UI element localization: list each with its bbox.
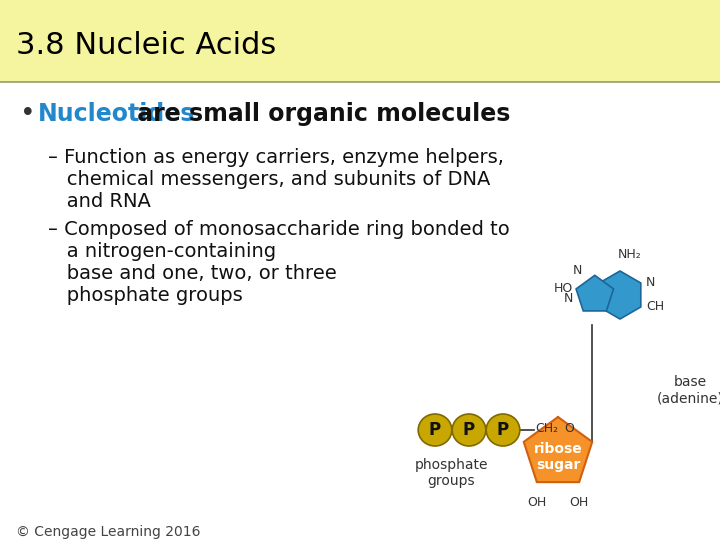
Text: CH₂: CH₂ <box>535 422 558 435</box>
Polygon shape <box>599 271 641 319</box>
Text: OH: OH <box>527 496 546 509</box>
Text: HO: HO <box>554 282 573 295</box>
Text: phosphate groups: phosphate groups <box>48 286 243 305</box>
Text: CH: CH <box>646 300 664 314</box>
Polygon shape <box>576 275 613 311</box>
Text: – Function as energy carriers, enzyme helpers,: – Function as energy carriers, enzyme he… <box>48 148 504 167</box>
Ellipse shape <box>418 414 452 446</box>
Text: base and one, two, or three: base and one, two, or three <box>48 264 337 283</box>
Text: •: • <box>20 101 35 127</box>
Polygon shape <box>523 417 593 482</box>
Text: base
(adenine): base (adenine) <box>657 375 720 405</box>
Text: phosphate
groups: phosphate groups <box>414 458 487 488</box>
Ellipse shape <box>452 414 486 446</box>
Text: N: N <box>572 264 582 278</box>
Text: P: P <box>497 421 509 439</box>
Text: Nucleotides: Nucleotides <box>38 102 195 126</box>
Text: P: P <box>429 421 441 439</box>
Ellipse shape <box>486 414 520 446</box>
Text: OH: OH <box>570 496 589 509</box>
Text: P: P <box>463 421 475 439</box>
Text: NH₂: NH₂ <box>618 248 642 261</box>
Text: N: N <box>646 276 655 289</box>
Text: – Composed of monosaccharide ring bonded to: – Composed of monosaccharide ring bonded… <box>48 220 510 239</box>
Text: chemical messengers, and subunits of DNA: chemical messengers, and subunits of DNA <box>48 170 490 189</box>
Text: ribose
sugar: ribose sugar <box>534 442 582 472</box>
Text: © Cengage Learning 2016: © Cengage Learning 2016 <box>16 525 200 539</box>
FancyBboxPatch shape <box>0 0 720 82</box>
Text: O: O <box>564 422 574 435</box>
Text: a nitrogen-containing: a nitrogen-containing <box>48 242 276 261</box>
Text: 3.8 Nucleic Acids: 3.8 Nucleic Acids <box>16 31 276 59</box>
Text: N: N <box>564 293 573 306</box>
Text: and RNA: and RNA <box>48 192 151 211</box>
Text: are small organic molecules: are small organic molecules <box>130 102 510 126</box>
